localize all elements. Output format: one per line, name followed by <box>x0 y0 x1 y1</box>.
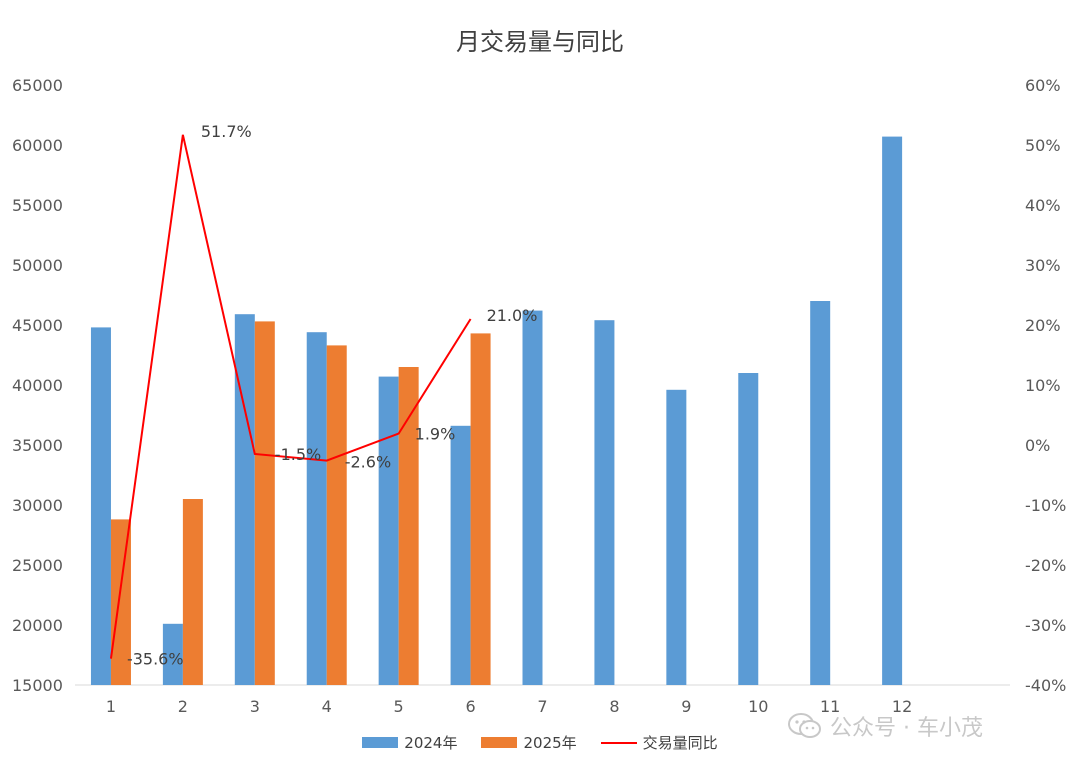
bar-2025 <box>182 499 203 685</box>
yoy-data-label: -1.5% <box>275 445 321 464</box>
y-left-tick-label: 25000 <box>12 556 63 575</box>
bar-2024 <box>90 327 111 685</box>
y-right-tick-label: 30% <box>1025 256 1061 275</box>
y-right-tick-label: 0% <box>1025 436 1050 455</box>
x-tick-label: 10 <box>748 697 768 716</box>
y-left-tick-label: 20000 <box>12 616 63 635</box>
x-tick-label: 6 <box>465 697 475 716</box>
bar-2024 <box>450 425 471 685</box>
yoy-data-label: -2.6% <box>345 453 391 472</box>
x-tick-label: 11 <box>820 697 840 716</box>
x-tick-label: 1 <box>106 697 116 716</box>
y-left-tick-label: 15000 <box>12 676 63 695</box>
legend-label-yoy: 交易量同比 <box>642 734 718 752</box>
legend-label-2025: 2025年 <box>523 734 577 752</box>
legend-swatch-2025 <box>481 737 518 748</box>
yoy-data-label: 51.7% <box>201 122 252 141</box>
watermark: 公众号 · 车小茂 <box>788 710 983 742</box>
yoy-data-label: -35.6% <box>127 650 184 669</box>
y-left-tick-label: 30000 <box>12 496 63 515</box>
y-right-tick-label: -40% <box>1025 676 1066 695</box>
yoy-data-label: 1.9% <box>415 425 456 444</box>
legend: 2024年 2025年 交易量同比 <box>0 732 1080 753</box>
y-left-tick-label: 65000 <box>12 76 63 95</box>
watermark-text: 公众号 · 车小茂 <box>830 716 983 741</box>
x-tick-label: 8 <box>609 697 619 716</box>
y-left-tick-label: 60000 <box>12 136 63 155</box>
bar-2025 <box>470 333 491 685</box>
y-right-tick-label: -20% <box>1025 556 1066 575</box>
bar-2025 <box>326 345 347 685</box>
legend-item-yoy: 交易量同比 <box>600 732 718 753</box>
legend-item-2025: 2025年 <box>481 732 577 753</box>
y-right-tick-label: -10% <box>1025 496 1066 515</box>
y-left-tick-label: 40000 <box>12 376 63 395</box>
bar-2025 <box>254 321 275 685</box>
bar-2025 <box>110 519 131 685</box>
y-right-tick-label: 20% <box>1025 316 1061 335</box>
y-left-tick-label: 45000 <box>12 316 63 335</box>
y-right-tick-label: 10% <box>1025 376 1061 395</box>
bar-2024 <box>522 310 543 685</box>
bar-2024 <box>594 320 615 685</box>
bar-2024 <box>882 136 903 686</box>
yoy-line <box>109 134 472 659</box>
x-tick-label: 2 <box>178 697 188 716</box>
legend-swatch-yoy <box>600 741 637 744</box>
bar-2024 <box>234 314 255 685</box>
x-tick-label: 7 <box>537 697 547 716</box>
bar-2024 <box>162 623 183 685</box>
legend-label-2024: 2024年 <box>404 734 458 752</box>
bar-2024 <box>306 332 327 685</box>
bar-2024 <box>738 373 759 685</box>
y-right-tick-label: 40% <box>1025 196 1061 215</box>
x-tick-label: 5 <box>394 697 404 716</box>
x-tick-label: 4 <box>322 697 332 716</box>
legend-swatch-2024 <box>362 737 399 748</box>
y-left-tick-label: 50000 <box>12 256 63 275</box>
x-tick-label: 9 <box>681 697 691 716</box>
yoy-data-label: 21.0% <box>487 306 538 325</box>
bar-2024 <box>666 389 687 685</box>
x-tick-label: 12 <box>892 697 912 716</box>
bar-2024 <box>378 376 399 685</box>
wechat-icon <box>788 713 821 738</box>
y-left-tick-label: 55000 <box>12 196 63 215</box>
y-right-tick-label: -30% <box>1025 616 1066 635</box>
chart-title: 月交易量与同比 <box>456 28 624 56</box>
bar-2024 <box>810 301 831 685</box>
bar-2025 <box>398 367 419 685</box>
y-right-tick-label: 60% <box>1025 76 1061 95</box>
x-tick-label: 3 <box>250 697 260 716</box>
legend-item-2024: 2024年 <box>362 732 457 753</box>
y-right-tick-label: 50% <box>1025 136 1061 155</box>
y-left-tick-label: 35000 <box>12 436 63 455</box>
